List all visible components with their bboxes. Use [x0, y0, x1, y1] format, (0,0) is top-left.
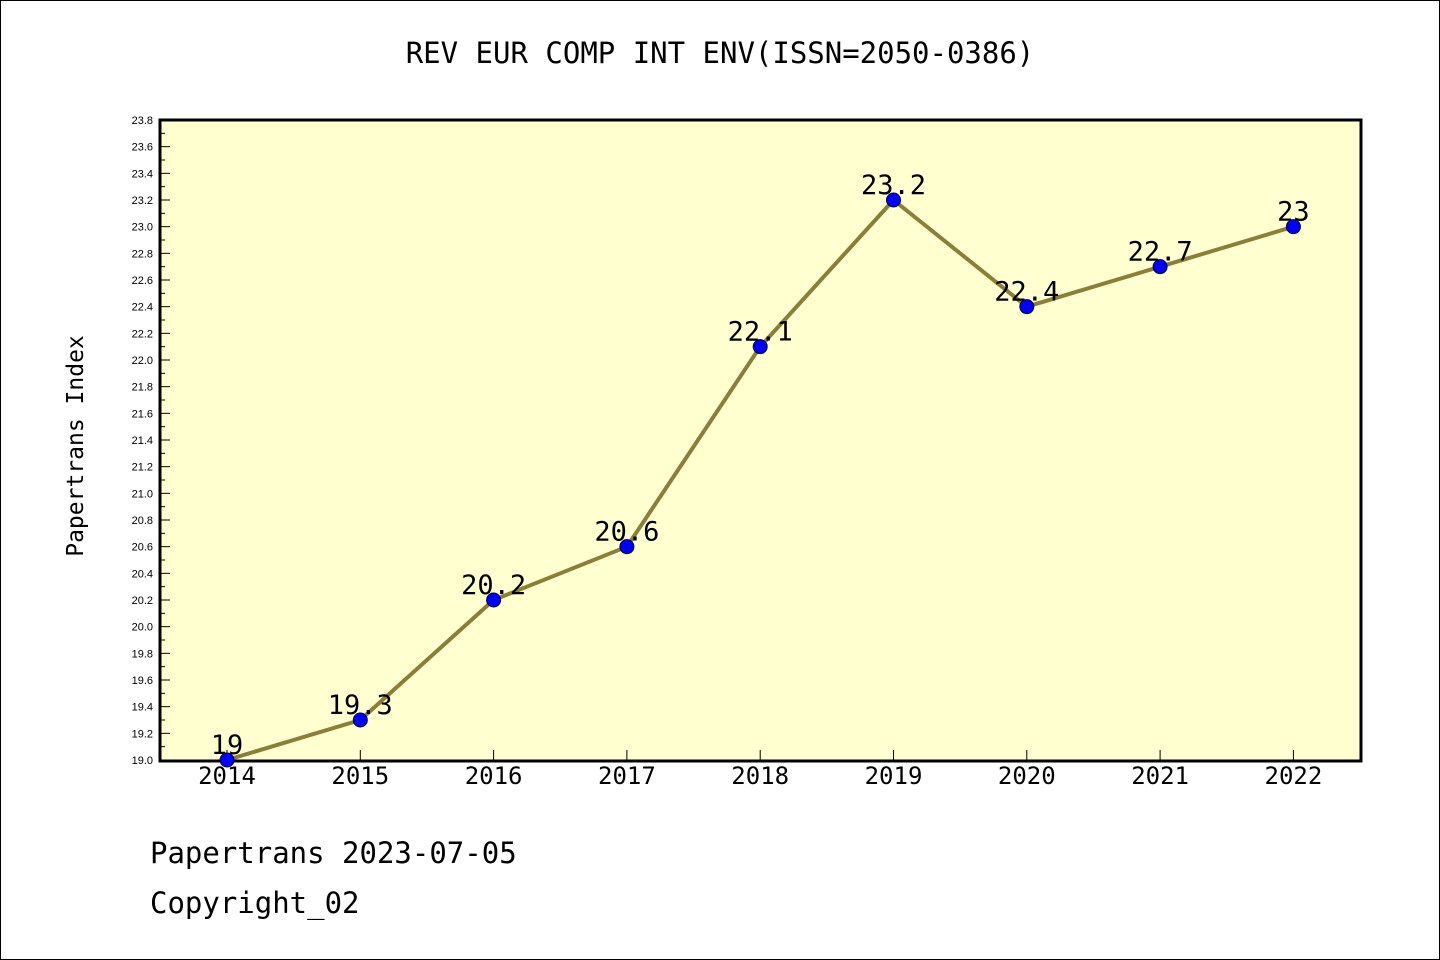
data-point [486, 592, 502, 608]
y-tick-label: 19.6 [132, 675, 153, 687]
data-label: 22.4 [994, 277, 1059, 308]
data-label: 19.3 [328, 690, 393, 721]
data-label: 20.2 [461, 570, 526, 601]
y-tick-label: 23.0 [132, 222, 153, 234]
y-tick-label: 21.0 [132, 488, 153, 500]
y-tick-label: 20.8 [132, 515, 153, 527]
y-tick-label: 23.4 [132, 168, 153, 180]
x-tick-label: 2021 [1131, 762, 1189, 790]
y-tick-label: 21.4 [132, 435, 153, 447]
data-point [1152, 259, 1168, 275]
y-tick-label: 19.2 [132, 728, 153, 740]
x-tick-label: 2017 [598, 762, 656, 790]
y-tick-label: 19.4 [132, 702, 153, 714]
x-tick-label: 2018 [731, 762, 789, 790]
data-label: 22.1 [728, 317, 793, 348]
data-point [1019, 299, 1035, 315]
y-tick-label: 22.2 [132, 328, 153, 340]
y-tick-label: 21.6 [132, 408, 153, 420]
y-tick-label: 22.0 [132, 355, 153, 367]
y-tick-label: 20.6 [132, 542, 153, 554]
data-point [886, 192, 901, 208]
y-tick-label: 20.4 [132, 568, 153, 580]
y-tick-label: 21.2 [132, 462, 153, 474]
data-labels: 19 19.3 20.2 20.6 22.1 23.2 22.4 22.7 23 [211, 170, 1310, 761]
y-tick-label: 20.0 [132, 622, 153, 634]
x-tick-label: 2022 [1265, 762, 1323, 790]
y-tick-label: 22.6 [132, 275, 153, 287]
data-point [752, 339, 768, 355]
series-papertrans-index [219, 192, 1301, 768]
y-tick-label: 21.8 [132, 382, 153, 394]
y-tick-label: 22.8 [132, 248, 153, 260]
x-tick-label: 2020 [998, 762, 1056, 790]
y-tick-label: 23.6 [132, 142, 153, 154]
y-axis: 19.0 19.2 19.4 19.6 19.8 20.0 20.2 20.4 20.6 20.8… [132, 115, 170, 767]
plot-area [158, 118, 1363, 763]
y-tick-label: 23.2 [132, 195, 153, 207]
data-label: 19 [211, 730, 244, 761]
data-point [1285, 219, 1301, 235]
data-point [352, 712, 368, 728]
data-label: 23 [1277, 197, 1310, 228]
data-label: 23.2 [861, 170, 926, 201]
footer-copyright: Copyright_02 [150, 886, 360, 920]
data-label: 20.6 [594, 517, 659, 548]
data-label: 22.7 [1128, 237, 1193, 268]
x-tick-label: 2016 [465, 762, 523, 790]
chart-title: REV EUR COMP INT ENV(ISSN=2050-0386) [405, 36, 1035, 70]
y-tick-label: 22.4 [132, 302, 153, 314]
y-tick-label: 19.8 [132, 648, 153, 660]
footer-date-line: Papertrans 2023-07-05 [150, 836, 517, 870]
y-tick-label: 20.2 [132, 595, 153, 607]
data-point [619, 539, 635, 555]
x-tick-label: 2019 [865, 762, 923, 790]
data-point [219, 752, 235, 768]
x-tick-label: 2015 [331, 762, 389, 790]
y-tick-label: 23.8 [132, 115, 153, 127]
y-tick-label: 19.0 [132, 755, 153, 767]
x-axis: 2014 2015 2016 2017 2018 2019 2020 2021 2022 [198, 750, 1322, 790]
